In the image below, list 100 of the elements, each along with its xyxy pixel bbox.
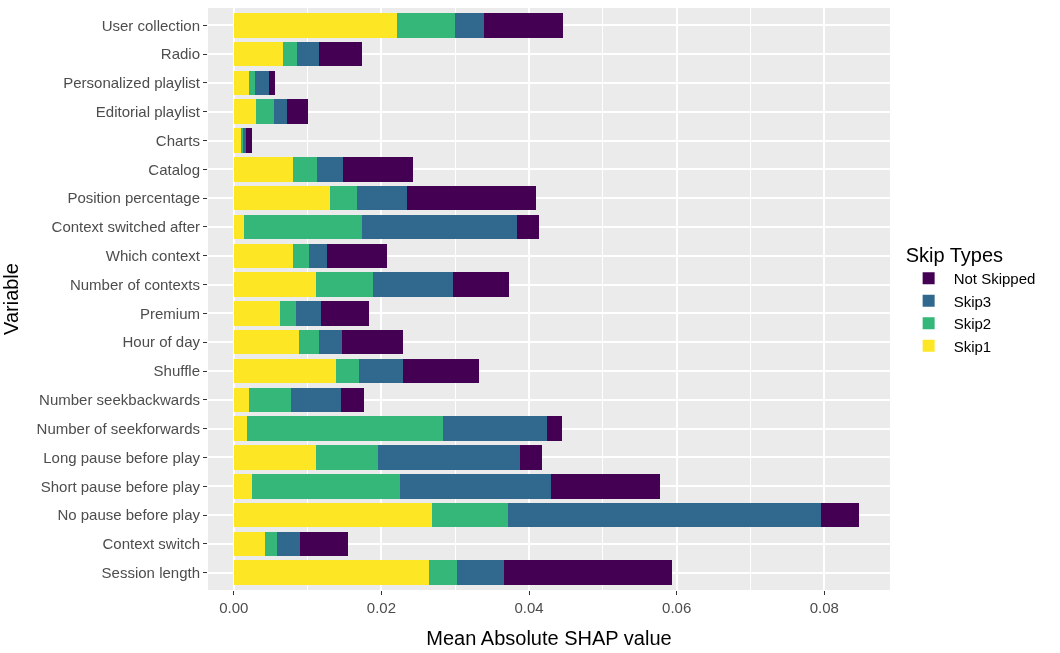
bar (233, 387, 249, 413)
bar (508, 502, 821, 528)
bar (320, 301, 369, 326)
bar (255, 99, 274, 124)
bar (551, 474, 661, 499)
bar (359, 358, 403, 384)
bar (340, 387, 364, 413)
bar (484, 13, 564, 38)
bar (251, 474, 400, 499)
bar (341, 329, 403, 355)
bar (282, 41, 298, 67)
bar (233, 243, 293, 269)
bar (297, 41, 320, 67)
bar (319, 41, 362, 67)
bar (264, 531, 277, 557)
bar (329, 185, 358, 211)
legend-label: Skip1 (953, 337, 992, 355)
y-tick-label: User collection (101, 16, 200, 34)
x-tick-label: 0.00 (219, 599, 249, 616)
bar (309, 243, 327, 269)
y-tick-label: Editorial playlist (95, 102, 201, 120)
legend-title: Skip Types (905, 244, 1004, 266)
bar (454, 13, 485, 38)
y-tick-label: Context switched after (51, 218, 200, 236)
bar (233, 99, 256, 124)
legend-label: Not Skipped (953, 270, 1036, 288)
bar (233, 272, 316, 297)
bar (517, 214, 539, 240)
y-tick-label: Personalized playlist (63, 74, 201, 92)
bar (233, 329, 299, 355)
bar (233, 560, 430, 585)
bar (291, 387, 341, 413)
bar (233, 474, 252, 499)
bar (286, 99, 308, 124)
bar (247, 416, 443, 441)
y-tick-label: Catalog (148, 160, 200, 178)
bar (233, 214, 245, 240)
bar (316, 157, 344, 182)
y-tick-label: Number of contexts (69, 275, 200, 293)
y-tick-label: Charts (155, 131, 200, 149)
bar (292, 243, 310, 269)
bar (273, 99, 287, 124)
bar (429, 560, 458, 585)
bar (432, 502, 509, 528)
x-axis-title: Mean Absolute SHAP value (426, 626, 672, 649)
bar (407, 185, 536, 211)
y-tick-label: Premium (139, 304, 200, 322)
y-tick-label: Context switch (102, 535, 200, 553)
bar (453, 272, 510, 297)
y-tick-label: No pause before play (57, 506, 201, 524)
bar (336, 358, 360, 384)
bar (233, 157, 293, 182)
bar (244, 214, 363, 240)
y-tick-label: Position percentage (67, 189, 200, 207)
bar (233, 358, 337, 384)
y-axis-title: Variable (0, 263, 22, 335)
bar (442, 416, 547, 441)
bar (292, 157, 317, 182)
bar (520, 445, 543, 470)
x-tick-label: 0.02 (366, 599, 397, 616)
bar (315, 445, 378, 470)
bar (295, 301, 321, 326)
bar (233, 128, 242, 153)
bar (279, 301, 296, 326)
bar (248, 387, 292, 413)
bar (248, 70, 255, 96)
bar (245, 128, 252, 153)
bar (399, 474, 552, 499)
x-tick-label: 0.06 (662, 599, 692, 616)
legend-label: Skip2 (953, 315, 992, 333)
y-tick-label: Shuffle (153, 362, 200, 380)
y-tick-label: Radio (160, 45, 200, 63)
bar (300, 531, 348, 557)
bar (254, 70, 270, 96)
bar (396, 13, 455, 38)
bar (457, 560, 504, 585)
y-tick-label: Long pause before play (43, 448, 201, 466)
bar (233, 70, 249, 96)
bar (362, 214, 518, 240)
bar (503, 560, 673, 585)
bar (233, 185, 330, 211)
y-tick-label: Which context (105, 247, 201, 265)
x-tick-label: 0.08 (809, 599, 839, 616)
bar (343, 157, 414, 182)
y-tick-label: Number of seekforwards (36, 419, 200, 437)
bar (233, 416, 248, 441)
bar (315, 272, 374, 297)
y-tick-label: Hour of day (122, 333, 201, 351)
x-tick-label: 0.04 (514, 599, 544, 616)
bar (402, 358, 479, 384)
bar (326, 243, 388, 269)
bar (233, 13, 397, 38)
legend-label: Skip3 (953, 292, 992, 310)
bar (820, 502, 859, 528)
bar (233, 502, 433, 528)
bar (233, 301, 280, 326)
bar (233, 41, 283, 67)
bar (546, 416, 562, 441)
bar (319, 329, 342, 355)
bar (298, 329, 320, 355)
